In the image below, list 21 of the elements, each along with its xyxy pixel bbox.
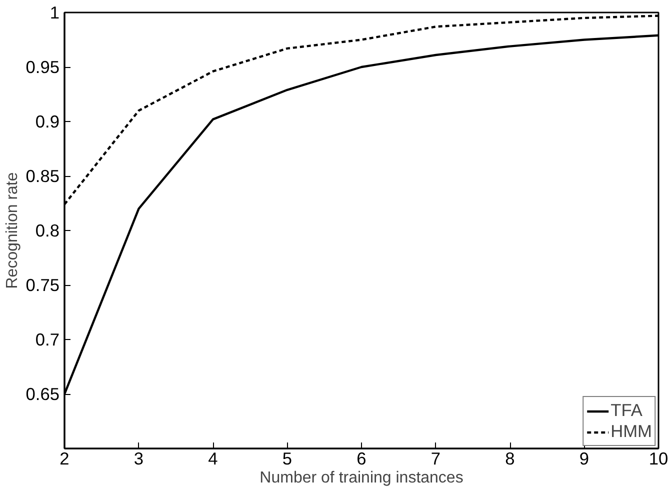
x-tick-label: 7 bbox=[430, 448, 441, 468]
y-tick-label: 0.9 bbox=[35, 112, 60, 132]
x-tick-label: 6 bbox=[356, 448, 366, 468]
x-axis-title: Number of training instances bbox=[260, 470, 464, 486]
y-tick-label: 0.75 bbox=[26, 275, 60, 295]
x-tick-label: 2 bbox=[60, 448, 70, 468]
y-axis-title: Recognition rate bbox=[4, 172, 21, 289]
legend-label: TFA bbox=[610, 400, 642, 421]
x-tick-label: 10 bbox=[648, 448, 668, 468]
x-tick-label: 4 bbox=[208, 448, 218, 468]
legend-label: HMM bbox=[610, 421, 652, 442]
y-tick-label: 0.8 bbox=[35, 220, 60, 240]
x-tick-label: 3 bbox=[134, 448, 144, 468]
x-tick-label: 9 bbox=[579, 448, 590, 468]
y-tick-label: 1 bbox=[50, 2, 60, 22]
y-tick-label: 0.95 bbox=[26, 57, 60, 77]
x-tick-label: 8 bbox=[505, 448, 515, 468]
x-tick-label: 5 bbox=[282, 448, 292, 468]
y-tick-label: 0.65 bbox=[26, 384, 60, 404]
y-tick-label: 0.85 bbox=[26, 166, 60, 186]
y-tick-label: 0.7 bbox=[35, 330, 60, 350]
